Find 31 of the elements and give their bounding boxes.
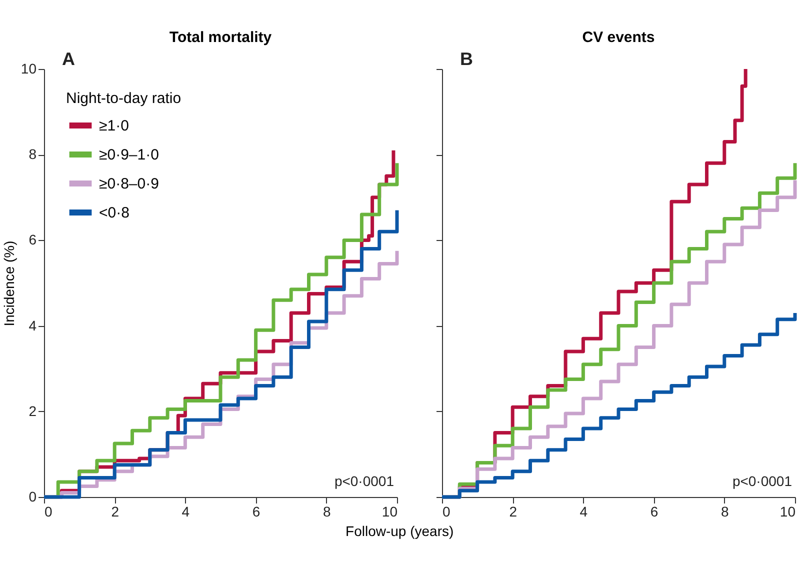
annotation: p<0·0001 <box>732 473 792 489</box>
y-tick-label: 0 <box>28 488 37 504</box>
legend-title: Night-to-day ratio <box>66 90 182 107</box>
legend-label: ≥0·8–0·9 <box>99 176 159 192</box>
x-tick-label: 4 <box>580 504 588 520</box>
x-axis-title: Follow-up (years) <box>346 523 454 539</box>
x-tick-label: 8 <box>323 504 331 520</box>
y-axis-title: Incidence (%) <box>0 240 17 326</box>
x-tick-label: 10 <box>382 504 398 520</box>
x-tick-label: 0 <box>442 504 450 520</box>
x-tick-label: 4 <box>182 504 190 520</box>
x-tick-label: 0 <box>44 504 52 520</box>
x-tick-label: 10 <box>780 504 796 520</box>
x-tick-label: 2 <box>111 504 120 520</box>
legend-label: ≥1·0 <box>99 118 129 134</box>
annotation: p<0·0001 <box>334 473 394 489</box>
y-tick-label: 8 <box>28 146 37 162</box>
x-tick-label: 6 <box>252 504 260 520</box>
text: A <box>62 49 75 69</box>
legend-label: <0·8 <box>99 204 130 222</box>
legend-label: ≥0·9–1·0 <box>99 146 159 164</box>
x-tick-label: 2 <box>509 504 518 520</box>
y-tick-label: 4 <box>28 317 37 334</box>
y-tick-label: 2 <box>28 402 37 419</box>
x-tick-label: 8 <box>721 504 729 520</box>
y-tick-label: 10 <box>20 60 37 76</box>
chart-title: CV events <box>582 29 655 46</box>
chart-title: Total mortality <box>169 29 272 46</box>
y-tick-label: 6 <box>28 232 37 248</box>
x-tick-label: 6 <box>650 504 658 520</box>
text: B <box>460 49 473 69</box>
